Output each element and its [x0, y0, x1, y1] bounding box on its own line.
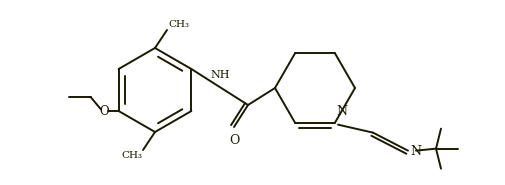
Text: CH₃: CH₃: [168, 20, 189, 29]
Text: O: O: [100, 105, 110, 117]
Text: NH: NH: [211, 70, 230, 80]
Text: O: O: [229, 134, 239, 147]
Text: CH₃: CH₃: [121, 151, 142, 160]
Text: N: N: [336, 105, 347, 118]
Text: N: N: [410, 145, 421, 158]
